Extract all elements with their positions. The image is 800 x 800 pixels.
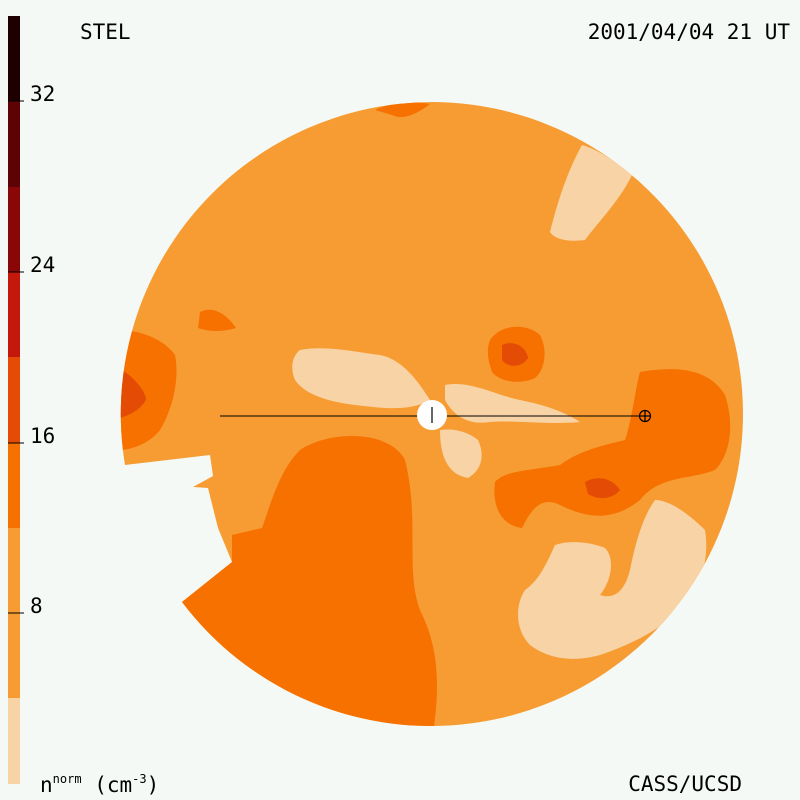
credit-label: CASS/UCSD (628, 772, 742, 796)
region-left-edge (120, 330, 177, 450)
units-symbol: n (40, 773, 53, 797)
units-superscript: norm (52, 772, 82, 786)
source-label: STEL (80, 20, 131, 44)
sun-disk-icon (417, 400, 447, 430)
colorbar (8, 16, 24, 784)
colorbar-label-32: 32 (30, 82, 56, 106)
region-right-band (494, 369, 731, 528)
colorbar-label-8: 8 (30, 594, 43, 618)
region-lower-left-edge (182, 540, 280, 650)
region-light-center-lower (440, 429, 482, 478)
colorbar-segment-mid-f (8, 16, 20, 101)
colorbar-segment-mid-d (8, 187, 20, 272)
units-label: nnorm (cm-3) (40, 772, 159, 797)
region-small-left (198, 309, 236, 331)
datetime-label: 2001/04/04 21 UT (587, 20, 790, 44)
region-right-core (585, 478, 620, 499)
region-top-edge (375, 102, 430, 118)
region-center-right-core (502, 343, 528, 366)
colorbar-label-16: 16 (30, 424, 56, 448)
region-light-bottom-right (518, 500, 707, 659)
colorbar-segment-mid-b (8, 357, 20, 443)
colorbar-label-24: 24 (30, 253, 56, 277)
region-light-center (292, 348, 430, 409)
region-left-edge-core (120, 370, 146, 418)
units-close: ) (146, 773, 160, 797)
colorbar-segment-mid-a (8, 443, 20, 528)
units-open: (cm (81, 773, 133, 797)
earth-symbol-icon (638, 409, 652, 423)
colorbar-segment-mid-c (8, 272, 20, 357)
units-exponent: -3 (132, 772, 147, 786)
region-light-center-right (445, 383, 580, 423)
region-light-top-right (550, 145, 632, 241)
colorbar-segment-1 (8, 698, 20, 784)
colorbar-segment-mid-e (8, 101, 20, 187)
